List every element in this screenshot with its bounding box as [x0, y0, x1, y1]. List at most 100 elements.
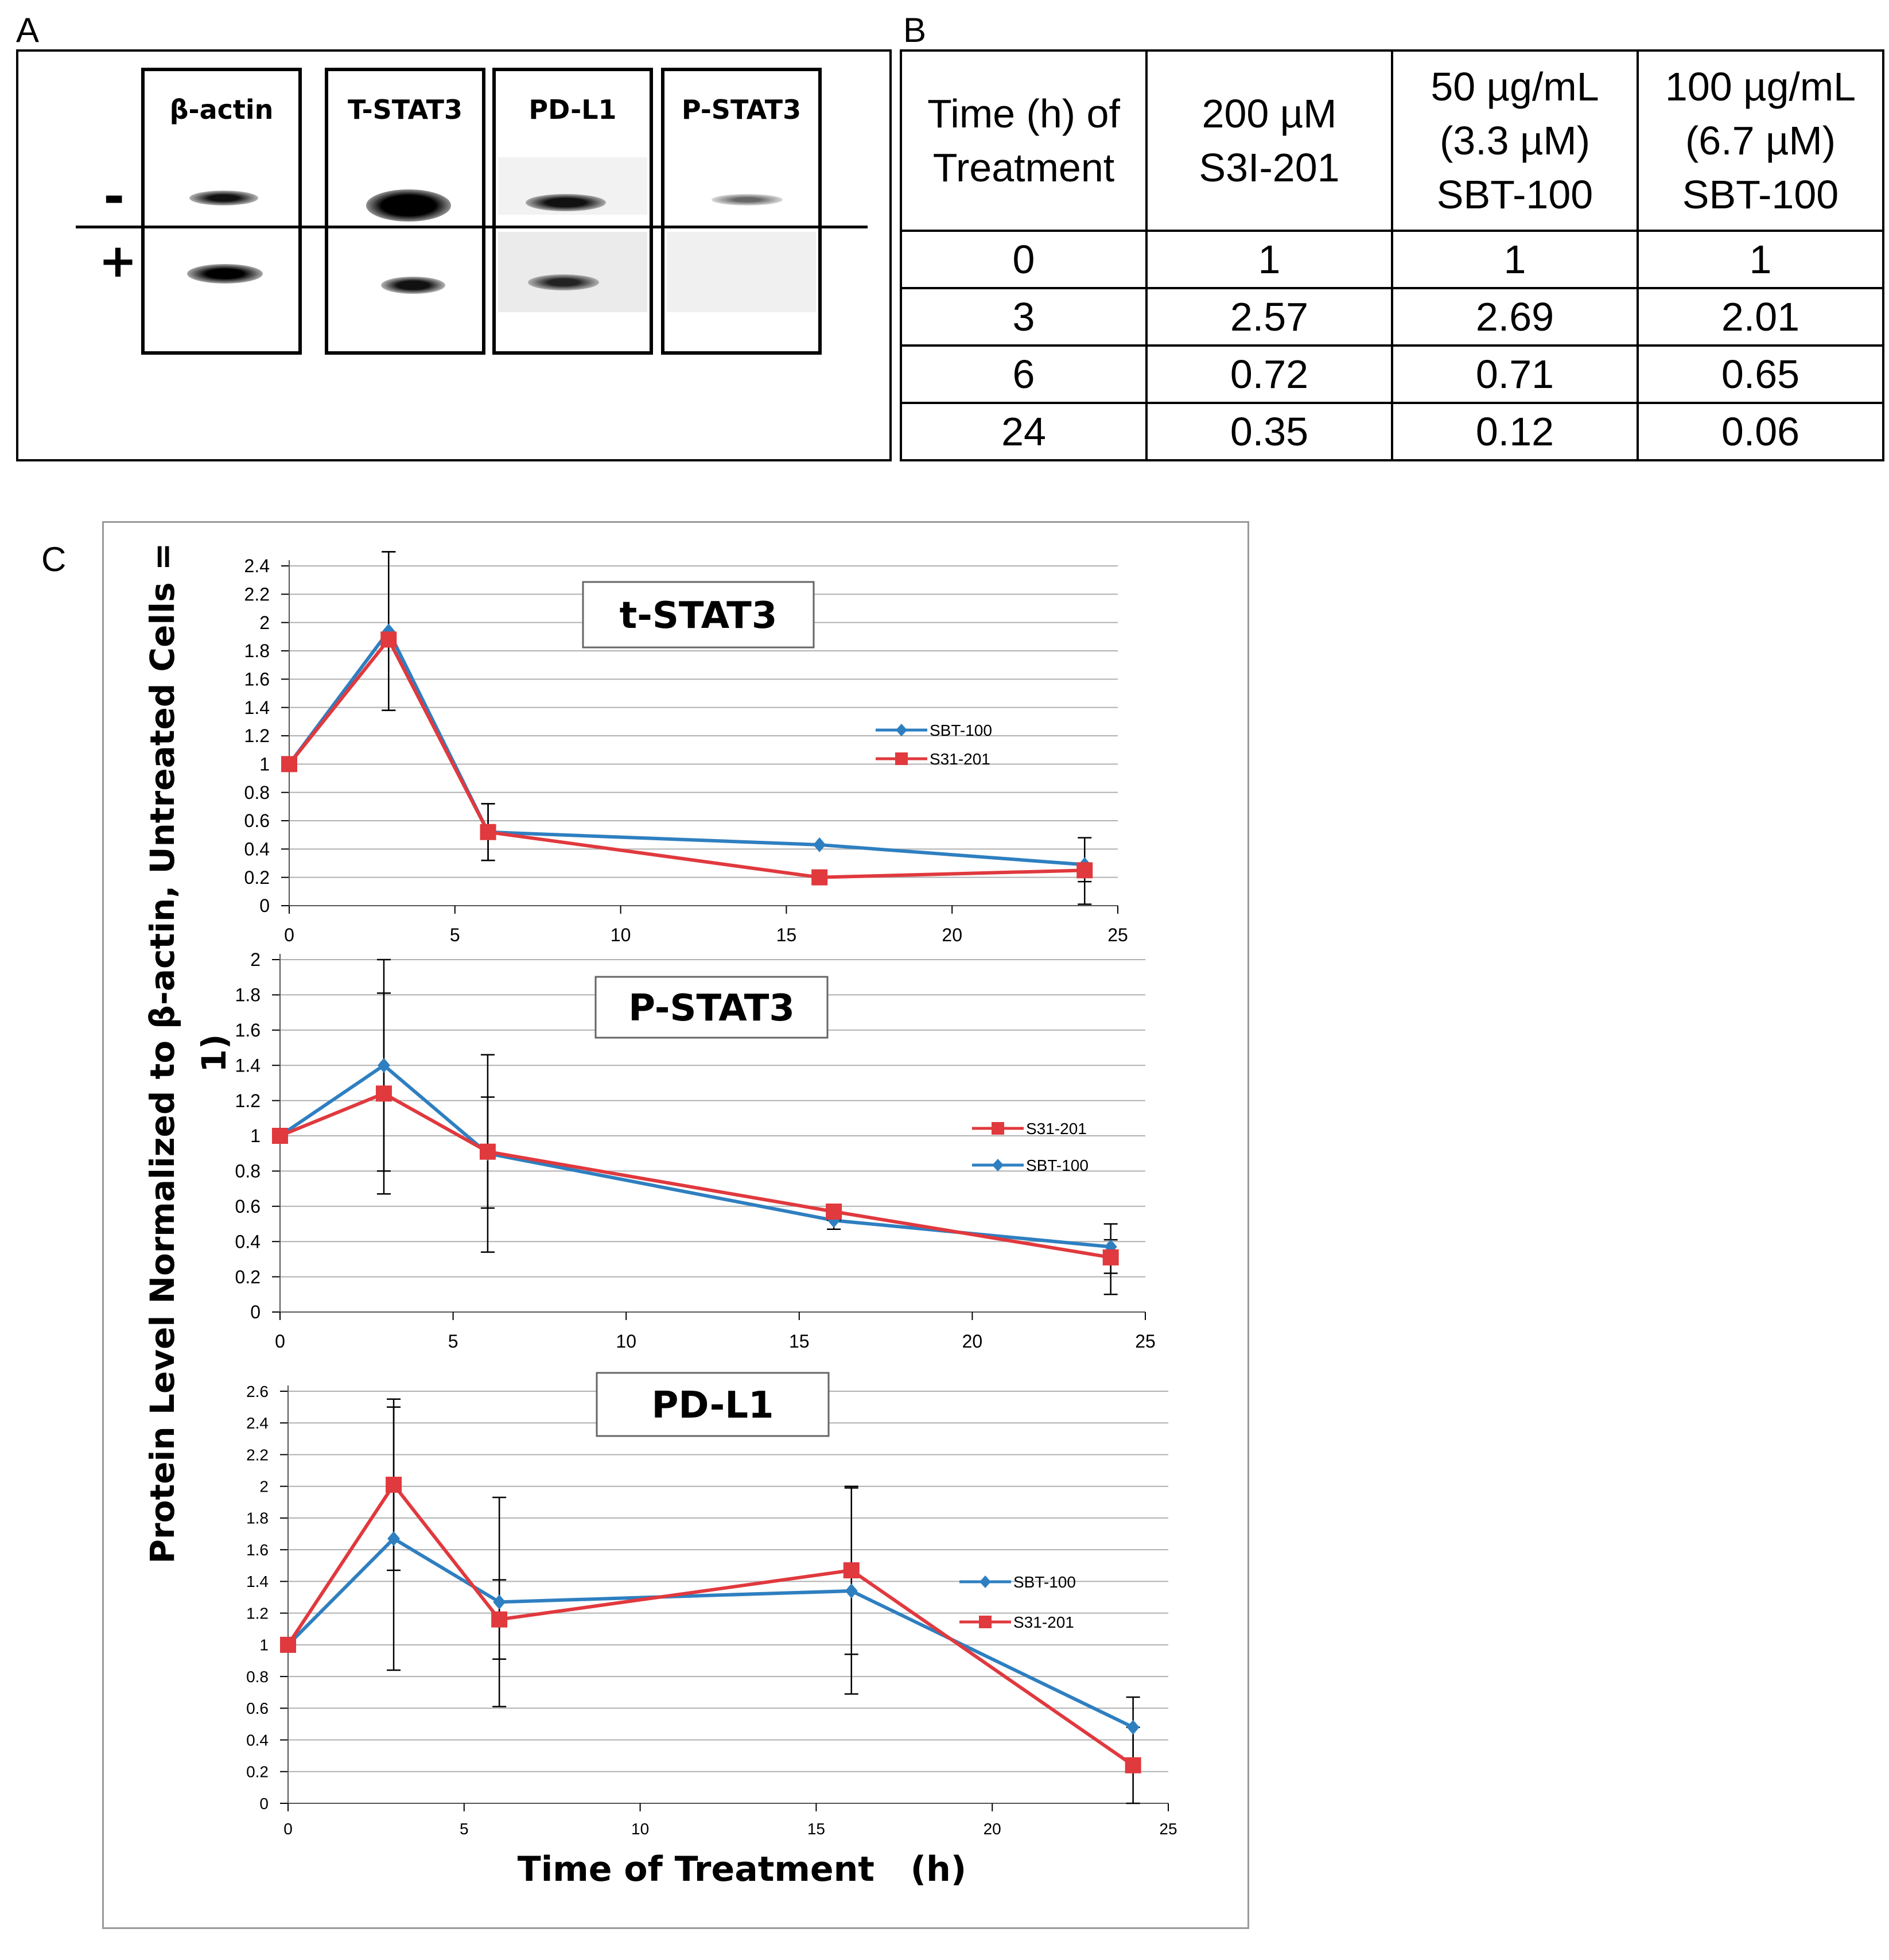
panel-label-c: C	[41, 540, 67, 579]
y-tick-label: 0.4	[246, 1731, 269, 1749]
chart-title-box	[596, 1372, 830, 1437]
band	[189, 191, 258, 205]
y-tick-label: 1	[259, 754, 270, 775]
table-cell: 24	[900, 402, 1148, 461]
y-axis-title: Protein Level Normalized to β-actin, Unt…	[143, 542, 234, 1564]
chart-t-stat3: 0 0.2 0.4 0.6 0.8 1 1.2 1.4 1.6 1.8 2 2.2 2.4 0 5 10 15 2…	[244, 551, 1128, 945]
y-tick-label: 2.4	[244, 556, 270, 576]
table-cell: 1	[1145, 230, 1393, 289]
blot-p-stat3: P-STAT3	[661, 68, 822, 355]
panel-label-b: B	[903, 11, 927, 49]
blot-label: T-STAT3	[347, 94, 463, 125]
x-tick-label: 15	[807, 1820, 825, 1838]
series-line-s31-201	[279, 1091, 1111, 1259]
table-header-cell: Time (h) of Treatment	[900, 49, 1148, 232]
y-tick-label: 1.4	[244, 697, 270, 718]
y-tick-label: 0.8	[246, 1668, 269, 1686]
data-point	[1125, 1757, 1141, 1773]
data-point	[843, 1562, 860, 1579]
series-line-sbt-100	[287, 627, 1085, 867]
y-tick-label: 1.2	[246, 1604, 269, 1622]
data-point	[826, 1204, 842, 1220]
data-point	[845, 1583, 858, 1598]
fold-change-table: Time (h) of Treatment 200 µM S3I-201 50 µg…	[900, 49, 1884, 461]
row-divider	[76, 226, 868, 228]
chart-title: t-STAT3	[620, 595, 778, 637]
data-point	[479, 1143, 496, 1160]
x-tick-label: 15	[776, 925, 797, 945]
legend-label: SBT-100	[1026, 1156, 1089, 1174]
table-cell: 0.65	[1637, 344, 1884, 404]
y-tick-label: 1	[259, 1636, 269, 1654]
table-cell: 1	[1637, 230, 1884, 289]
table-header-cell: 50 µg/mL (3.3 µM) SBT-100	[1391, 49, 1639, 232]
y-tick-label: 1.6	[235, 1020, 261, 1041]
data-point	[1126, 1720, 1140, 1735]
x-tick-label: 20	[942, 925, 962, 945]
chart-title-box	[582, 581, 815, 649]
data-point	[480, 824, 496, 840]
x-tick-label: 20	[962, 1331, 983, 1352]
legend-label: S31-201	[1013, 1613, 1074, 1631]
y-tick-label: 0	[259, 1795, 269, 1812]
row-label-minus: -	[103, 166, 125, 227]
y-tick-label: 1	[250, 1125, 261, 1146]
y-tick-label: 1.4	[246, 1573, 269, 1590]
blot-label: PD-L1	[528, 94, 617, 125]
table-cell: 2.57	[1145, 287, 1393, 347]
x-tick-label: 25	[1159, 1820, 1177, 1838]
blot-pd-l1: PD-L1	[492, 68, 653, 355]
y-tick-label: 1.2	[244, 725, 270, 746]
data-point	[1102, 1249, 1119, 1266]
chart-title: PD-L1	[651, 1384, 774, 1427]
y-tick-label: 0.6	[235, 1196, 261, 1217]
x-tick-label: 0	[275, 1331, 285, 1352]
y-tick-label: 0.8	[244, 782, 270, 803]
legend-marker	[992, 1159, 1004, 1171]
y-tick-label: 2	[259, 612, 270, 633]
y-tick-label: 0.6	[244, 810, 270, 831]
x-tick-label: 0	[283, 1820, 293, 1838]
series-line-sbt-100	[286, 1536, 1134, 1729]
band	[528, 274, 599, 290]
chart-pd-l1: 0 0.2 0.4 0.6 0.8 1 1.2 1.4 1.6 1.8 2 2.2 2.4 2.6 0 5 10…	[246, 1372, 1177, 1838]
data-point	[280, 1636, 296, 1653]
y-tick-label: 0.2	[235, 1267, 261, 1287]
table-cell: 2.69	[1391, 287, 1639, 347]
legend-marker	[979, 1616, 992, 1628]
y-tick-label: 0.6	[246, 1699, 269, 1717]
chart-p-stat3: 00.20.40.60.811.21.41.61.820 5 10 15 20 25P-S…	[235, 949, 1156, 1352]
x-tick-label: 5	[460, 1820, 469, 1838]
data-point	[281, 756, 297, 773]
legend-label: SBT-100	[930, 721, 992, 739]
table-row: 0 1 1 1	[900, 230, 1884, 289]
x-tick-label: 10	[631, 1820, 649, 1838]
y-tick-label: 1.6	[246, 1541, 269, 1559]
chart-title: P-STAT3	[628, 987, 795, 1030]
legend-label: S31-201	[930, 750, 990, 768]
line-charts-panel	[102, 521, 1249, 1929]
table-cell: 0	[900, 230, 1148, 289]
y-tick-label: 1.6	[244, 669, 270, 690]
blot-label: P-STAT3	[681, 94, 802, 125]
table-row: 3 2.57 2.69 2.01	[900, 287, 1884, 347]
lane-background	[667, 232, 816, 312]
y-tick-label: 0.4	[244, 839, 270, 860]
band	[712, 194, 783, 205]
data-point	[1076, 862, 1093, 879]
y-tick-label: 0.8	[235, 1161, 261, 1182]
data-point	[493, 1594, 506, 1610]
row-label-plus: +	[99, 234, 138, 288]
x-tick-label: 5	[450, 925, 460, 945]
blot-beta-actin: β-actin	[141, 68, 302, 355]
table-cell: 0.06	[1637, 402, 1884, 461]
band	[366, 189, 451, 222]
y-tick-label: 2	[250, 949, 261, 970]
x-tick-label: 10	[611, 925, 631, 945]
data-point	[375, 1085, 392, 1102]
table-cell: 1	[1391, 230, 1639, 289]
y-tick-label: 0.2	[244, 867, 270, 888]
table-cell: 6	[900, 344, 1148, 404]
table-row: 24 0.35 0.12 0.06	[900, 402, 1884, 461]
